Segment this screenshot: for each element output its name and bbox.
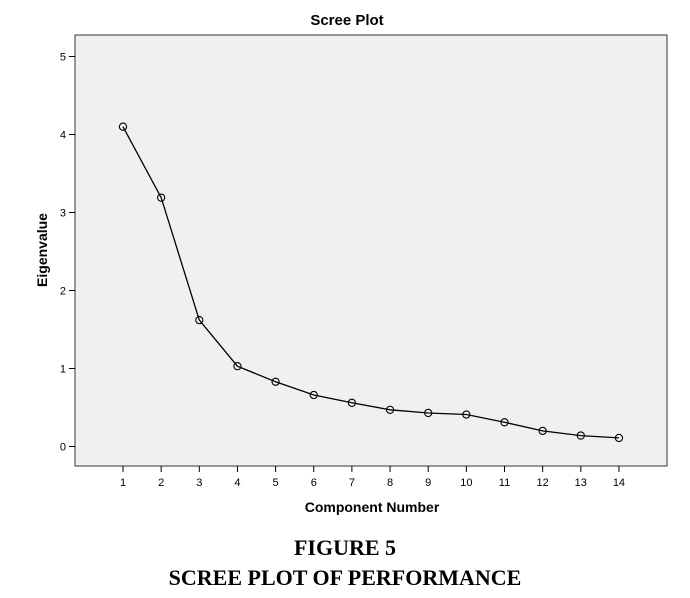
y-axis-title: Eigenvalue	[34, 213, 50, 287]
data-point	[233, 362, 242, 371]
data-point	[462, 410, 471, 419]
data-point	[576, 431, 585, 440]
x-tick-label: 11	[499, 477, 510, 489]
y-tick-label: 5	[60, 52, 66, 64]
x-axis: 1 2 3 4 5 6 7 8 9 10 11 12 13 14	[120, 466, 625, 489]
data-point	[271, 377, 280, 386]
x-tick-label: 3	[196, 477, 202, 489]
data-point	[538, 426, 547, 436]
data-point	[309, 390, 318, 400]
x-tick-label: 7	[349, 477, 355, 489]
y-tick-label: 3	[60, 208, 66, 220]
x-tick-label: 13	[575, 477, 587, 489]
x-tick-label: 8	[387, 477, 393, 489]
x-tick-label: 10	[460, 477, 472, 489]
x-tick-label: 4	[234, 477, 240, 489]
y-tick-label: 0	[60, 442, 66, 454]
figure-caption: SCREE PLOT OF PERFORMANCE	[168, 565, 522, 590]
plot-area	[74, 34, 668, 467]
data-point	[347, 398, 357, 407]
data-point	[500, 418, 509, 427]
chart-title: Scree Plot	[310, 12, 383, 29]
x-tick-label: 2	[158, 477, 164, 489]
series-line	[122, 126, 620, 439]
x-tick-label: 9	[425, 477, 431, 489]
x-axis-title: Component Number	[305, 499, 440, 515]
x-tick-label: 5	[273, 477, 279, 489]
x-tick-label: 12	[537, 477, 549, 489]
data-point	[614, 433, 624, 443]
figure-number: FIGURE 5	[293, 535, 397, 560]
y-tick-label: 4	[60, 130, 66, 142]
y-tick-label: 1	[60, 364, 66, 376]
data-point	[424, 408, 433, 418]
x-tick-label: 14	[613, 477, 625, 489]
data-point	[195, 315, 204, 325]
y-tick-label: 2	[60, 286, 66, 298]
data-point	[118, 122, 128, 131]
x-tick-label: 6	[311, 477, 317, 489]
eigenvalue-series	[118, 122, 624, 443]
data-point	[156, 193, 166, 202]
y-axis: 0 1 2 3 4 5	[60, 52, 75, 454]
data-point	[385, 405, 395, 414]
x-tick-label: 1	[120, 477, 126, 489]
